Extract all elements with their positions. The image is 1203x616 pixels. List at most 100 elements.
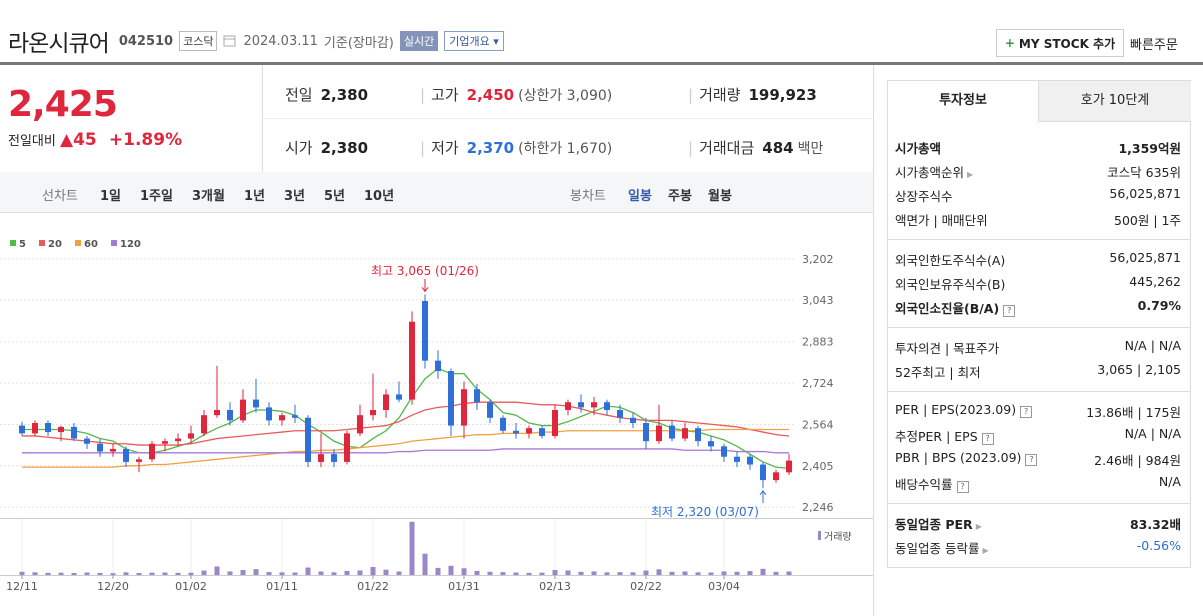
quote-value: 2,450 [466,86,515,104]
volume-bar [45,572,51,575]
x-tick-label: 03/04 [708,580,740,593]
divider [262,118,873,119]
volume-bar [461,568,467,575]
candle-body [136,459,142,462]
candle-body [578,402,584,408]
volume-bar [422,553,428,575]
header: 라온시큐어 042510 코스닥 2024.03.11 기준(장마감) 실시간 … [8,26,504,57]
volume-bar [643,570,649,575]
quote-label: 시가 [285,139,313,157]
legend-swatch [39,240,45,246]
info-label-wrap: 외국인한도주식수(A) [895,250,1005,269]
candle-body [422,300,428,361]
info-label-wrap: 동일업종 PER ▶ [895,514,982,533]
help-icon: ? [1020,406,1033,418]
stock-name: 라온시큐어 [8,31,110,57]
volume-bar [227,571,233,575]
help-icon: ? [956,481,969,493]
y-tick-label: 3,043 [802,294,834,307]
info-row: 상장주식수 56,025,871 [895,186,1181,205]
info-label: 액면가 | 매매단위 [895,213,988,228]
volume-bar [279,572,285,575]
period-button[interactable]: 월봉 [708,189,732,204]
info-label-wrap: 시가총액순위 ▶ [895,162,973,181]
section-divider [888,391,1190,392]
help-icon: ? [981,433,994,445]
help-icon: ? [1003,305,1016,317]
info-value: 코스닥 635위 [1107,165,1181,180]
plus-icon: + [1004,36,1015,50]
quote-value: 484 [762,139,794,157]
period-button[interactable]: 3개월 [192,189,225,204]
candle-body [604,402,610,410]
my-stock-label: MY STOCK 추가 [1018,36,1116,51]
overview-dropdown[interactable]: 기업개요 ▾ [444,31,504,51]
volume-bar [669,571,675,575]
info-label: 상장주식수 [895,189,953,204]
volume-bar [162,572,168,575]
candle-body [526,428,532,434]
period-button[interactable]: 10년 [364,189,395,204]
help-icon: ? [1025,454,1038,466]
volume-bar [149,572,155,575]
high-annotation: 최고 3,065 (01/26) [371,264,479,278]
volume-bar [513,572,519,575]
period-button[interactable]: 1년 [244,189,266,204]
candle-body [149,443,155,460]
tab[interactable]: 투자정보 [939,93,987,108]
info-row: 추정PER | EPS? N/A | N/A [895,426,1181,445]
my-stock-button[interactable]: + MY STOCK 추가 [996,29,1124,57]
volume-bar [188,572,194,575]
low-arrow [759,490,767,503]
info-label: 외국인한도주식수(A) [895,253,1006,268]
period-button[interactable]: 주봉 [668,189,692,204]
candle-body [708,441,714,447]
volume-bar [500,572,506,575]
candle-body [565,402,571,410]
legend-label: 20 [48,239,62,250]
period-button[interactable]: 1주일 [140,189,173,204]
volume-bar [435,567,441,575]
calendar-icon [223,35,236,47]
legend-swatch [75,240,81,246]
candle-body [461,389,467,426]
info-row: 외국인한도주식수(A) 56,025,871 [895,250,1181,269]
info-row[interactable]: 시가총액순위 ▶ 코스닥 635위 [895,162,1181,181]
period-button[interactable]: 일봉 [628,189,652,204]
legend-swatch [111,240,117,246]
realtime-button[interactable]: 실시간 [399,31,439,51]
candle-body [331,454,337,462]
info-value: 13.86배 | 175원 [1086,405,1181,420]
info-label: 배당수익률 [895,477,953,492]
period-button[interactable]: 1일 [100,189,122,204]
candle-body [552,410,558,436]
candle-body [344,433,350,462]
quick-order[interactable]: 빠른주문 [1130,38,1178,53]
candle-body [201,415,207,434]
x-tick-label: 02/22 [630,580,662,593]
info-row[interactable]: 동일업종 PER ▶ 83.32배 [895,514,1181,533]
tab[interactable]: 호가 10단계 [1038,81,1191,122]
info-row[interactable]: 동일업종 등락률 ▶ -0.56% [895,538,1181,557]
period-group-label: 봉차트 [570,189,606,204]
candle-body [773,472,779,481]
volume-bar [357,570,363,575]
period-button[interactable]: 5년 [324,189,346,204]
info-value: 1,359억원 [1118,141,1181,156]
quote-value: 2,370 [466,139,515,157]
info-row: 52주최고 | 최저 3,065 | 2,105 [895,362,1181,381]
period-button[interactable]: 3년 [284,189,306,204]
info-value: 0.79% [1137,298,1181,313]
volume-bar [175,572,181,575]
quote-value: 2,380 [320,86,369,104]
candle-body [617,410,623,418]
volume-bar [552,570,558,575]
arrow-icon: ▶ [967,170,974,179]
candle-body [97,443,103,452]
info-label-wrap: PBR | BPS (2023.09)? [895,450,1038,469]
candle-body [760,464,766,481]
info-label-wrap: 동일업종 등락률 ▶ [895,538,989,557]
volume-bar [110,573,116,575]
candle-body [292,415,298,418]
candle-body [305,417,311,462]
